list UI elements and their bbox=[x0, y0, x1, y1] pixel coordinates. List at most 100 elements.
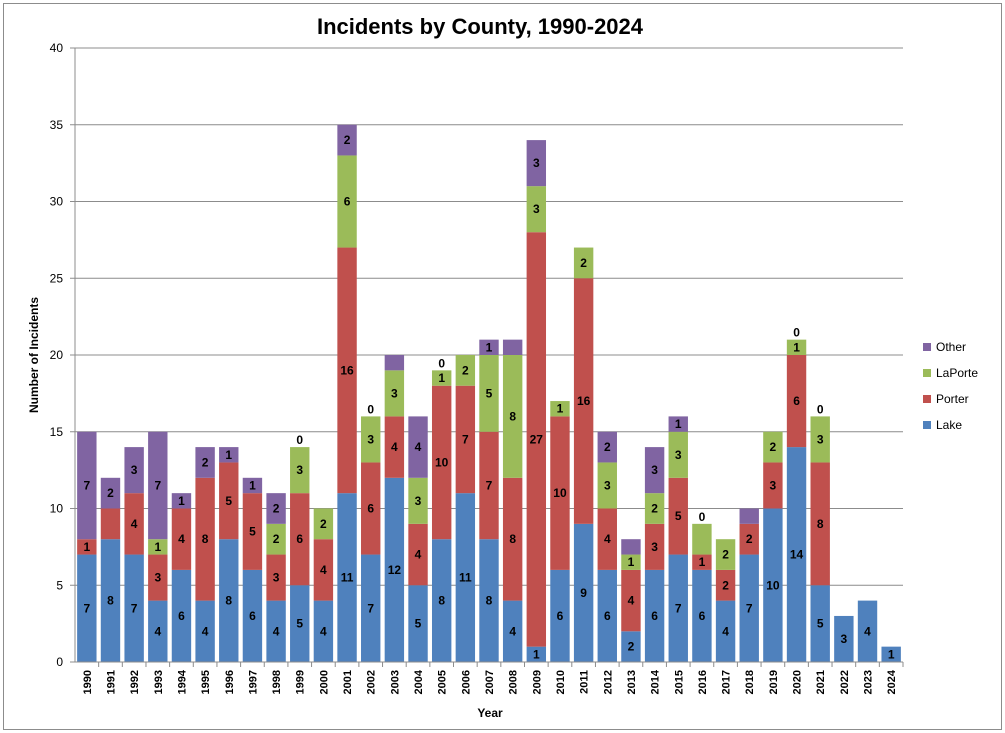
data-label-other-1998: 2 bbox=[273, 502, 280, 516]
data-label-other-2007: 1 bbox=[486, 340, 493, 354]
bar-segment-other-2014 bbox=[644, 447, 665, 494]
x-tick-label: 2002 bbox=[366, 670, 378, 694]
bar-segment-porter-2010 bbox=[550, 416, 570, 570]
bar-segment-laporte-2007 bbox=[479, 355, 499, 432]
data-label-other-2014: 3 bbox=[651, 463, 658, 477]
data-label-porter-1996: 5 bbox=[225, 494, 232, 508]
data-label-lake-2019: 10 bbox=[766, 578, 780, 592]
bar-segment-lake-1990 bbox=[77, 554, 97, 662]
bar-segment-porter-1997 bbox=[242, 493, 263, 570]
bar-segment-lake-2019 bbox=[763, 508, 783, 662]
data-label-other-1995: 2 bbox=[202, 455, 209, 469]
data-label-lake-2013: 2 bbox=[628, 640, 635, 654]
data-label-lake-2003: 12 bbox=[388, 563, 402, 577]
bar-segment-porter-2009 bbox=[526, 232, 547, 647]
data-label-lake-2021: 5 bbox=[817, 617, 824, 631]
data-label-lake-2016: 6 bbox=[699, 609, 706, 623]
bar-segment-porter-2008 bbox=[502, 477, 523, 601]
x-tick-label: 2000 bbox=[318, 670, 330, 694]
data-label-other-1992: 3 bbox=[131, 463, 138, 477]
bar-segment-lake-1994 bbox=[171, 569, 192, 662]
x-tick-label: 1996 bbox=[224, 670, 236, 694]
data-label-lake-2001: 11 bbox=[341, 571, 354, 585]
legend-swatch-laporte bbox=[923, 369, 931, 377]
bar-segment-other-1996 bbox=[219, 447, 239, 463]
bar-segment-lake-2021 bbox=[810, 585, 830, 662]
bar-segment-other-1995 bbox=[195, 447, 215, 478]
data-label-lake-1990: 7 bbox=[83, 601, 90, 615]
data-label-porter-2003: 4 bbox=[391, 440, 398, 454]
data-label-lake-2000: 4 bbox=[320, 624, 327, 638]
bar-segment-lake-2003 bbox=[384, 477, 405, 662]
data-label-lake-1992: 7 bbox=[131, 601, 138, 615]
data-label-lake-2002: 7 bbox=[367, 601, 374, 615]
data-label-porter-1998: 3 bbox=[273, 571, 280, 585]
bar-segment-lake-2007 bbox=[479, 539, 499, 662]
x-axis-title: Year bbox=[477, 706, 503, 720]
y-tick-label: 20 bbox=[50, 348, 64, 362]
data-label-porter-2019: 3 bbox=[770, 478, 777, 492]
data-label-porter-2001: 16 bbox=[340, 363, 354, 377]
bar-segment-other-2003 bbox=[384, 355, 405, 371]
data-label-other-2004: 4 bbox=[415, 440, 422, 454]
data-label-porter-2007: 7 bbox=[486, 478, 493, 492]
data-label-lake-2023: 4 bbox=[864, 624, 871, 638]
data-label-laporte-2004: 3 bbox=[415, 494, 422, 508]
data-label-porter-2020: 6 bbox=[793, 394, 800, 408]
bar-segment-other-1991 bbox=[100, 477, 121, 509]
data-label-lake-1991: 8 bbox=[107, 594, 114, 608]
x-tick-label: 1993 bbox=[153, 670, 165, 694]
legend-swatch-other bbox=[923, 343, 931, 351]
data-label-porter-2011: 16 bbox=[577, 394, 591, 408]
data-label-lake-2009: 1 bbox=[533, 647, 540, 661]
data-label-porter-2014: 3 bbox=[651, 540, 658, 554]
x-tick-label: 2015 bbox=[673, 670, 685, 694]
data-label-laporte-2020: 1 bbox=[793, 340, 800, 354]
bar-segment-porter-2012 bbox=[597, 508, 617, 570]
bar-segment-porter-1990 bbox=[77, 539, 97, 555]
x-tick-label: 2010 bbox=[555, 670, 567, 694]
data-label-porter-1993: 3 bbox=[154, 571, 161, 585]
bar-segment-porter-2021 bbox=[810, 462, 830, 586]
data-label-lake-2012: 6 bbox=[604, 609, 611, 623]
data-label-porter-2015: 5 bbox=[675, 509, 682, 523]
bar-segment-laporte-2021 bbox=[810, 416, 830, 463]
bar-segment-laporte-2009 bbox=[526, 186, 547, 233]
legend-label-lake: Lake bbox=[936, 418, 962, 432]
data-label-other-2016: 0 bbox=[699, 510, 706, 524]
bars bbox=[77, 124, 901, 662]
data-label-laporte-2005: 1 bbox=[438, 371, 445, 385]
data-labels: 7178274343176414828516514322563044211166… bbox=[83, 133, 894, 661]
data-label-porter-2018: 2 bbox=[746, 532, 753, 546]
data-label-laporte-2001: 6 bbox=[344, 195, 351, 209]
data-label-other-2005: 0 bbox=[438, 356, 445, 370]
y-tick-label: 5 bbox=[56, 578, 63, 592]
x-tick-label: 2011 bbox=[579, 670, 591, 694]
bar-segment-laporte-2016 bbox=[692, 523, 712, 555]
x-tick-label: 2007 bbox=[484, 670, 496, 694]
bar-segment-porter-2020 bbox=[786, 355, 807, 448]
data-label-lake-1997: 6 bbox=[249, 609, 256, 623]
bar-segment-porter-2003 bbox=[384, 416, 405, 478]
data-label-porter-1994: 4 bbox=[178, 532, 185, 546]
data-label-porter-2004: 4 bbox=[415, 548, 422, 562]
y-tick-label: 25 bbox=[50, 271, 64, 285]
y-tick-label: 10 bbox=[50, 502, 64, 516]
bar-segment-porter-1994 bbox=[171, 508, 192, 570]
bar-segment-porter-2019 bbox=[763, 462, 783, 509]
x-tick-label: 1997 bbox=[247, 670, 259, 694]
data-label-lake-1996: 8 bbox=[225, 594, 232, 608]
bar-segment-lake-2001 bbox=[337, 493, 357, 662]
bar-segment-lake-2023 bbox=[857, 600, 878, 662]
data-label-porter-2017: 2 bbox=[722, 578, 729, 592]
data-label-laporte-2021: 3 bbox=[817, 432, 824, 446]
data-label-other-2002: 0 bbox=[367, 402, 374, 416]
bar-segment-laporte-2010 bbox=[550, 401, 570, 417]
data-label-lake-2018: 7 bbox=[746, 601, 753, 615]
data-label-porter-2010: 10 bbox=[553, 486, 567, 500]
bar-segment-other-1994 bbox=[171, 493, 192, 509]
bar-segment-porter-2018 bbox=[739, 523, 759, 555]
y-axis-title: Number of Incidents bbox=[27, 297, 41, 413]
bar-segment-other-2012 bbox=[597, 431, 617, 463]
data-label-other-1993: 7 bbox=[154, 478, 161, 492]
